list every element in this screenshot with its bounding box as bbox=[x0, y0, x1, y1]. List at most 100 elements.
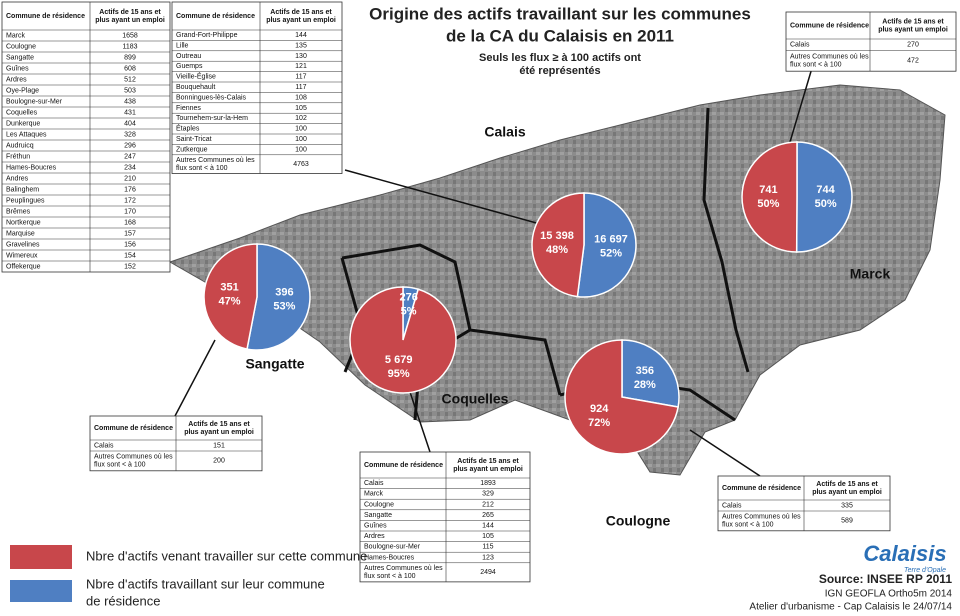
table-cell: 108 bbox=[295, 94, 307, 101]
table-cell: 234 bbox=[124, 164, 136, 171]
table: Commune de résidence Actifs de 15 ans etp… bbox=[89, 415, 263, 472]
pie-value-label: 16 697 bbox=[594, 234, 628, 246]
table-cell: Bonningues-lès-Calais bbox=[176, 94, 247, 101]
table-cell: 270 bbox=[907, 42, 919, 49]
table-cell: Commune de résidence bbox=[6, 13, 85, 20]
table: Commune de résidence Actifs de 15 ans etp… bbox=[717, 475, 891, 532]
pie-percent-label: 28% bbox=[634, 379, 656, 391]
logo: Calaisis Terre d'Opale bbox=[863, 541, 946, 574]
table-cell: Actifs de 15 ans et bbox=[457, 458, 519, 465]
pie: 5 679 95% 276 5% Coquelles bbox=[349, 286, 509, 407]
legend-label: de résidence bbox=[86, 593, 160, 608]
pie-slice-incoming bbox=[531, 192, 585, 298]
subtitle-line: été représentés bbox=[519, 65, 600, 77]
table-cell: plus ayant un emploi bbox=[453, 466, 523, 473]
table-cell: 152 bbox=[124, 263, 136, 270]
table-cell: Wimereux bbox=[6, 252, 38, 259]
table-cell: 100 bbox=[295, 146, 307, 153]
table-cell: Bouquehault bbox=[176, 84, 215, 91]
table-cell: Oye-Plage bbox=[6, 87, 39, 94]
table-cell: 102 bbox=[295, 115, 307, 122]
pie-slice-local bbox=[621, 339, 680, 408]
table-cell: Coquelles bbox=[6, 109, 38, 116]
table-cell: 328 bbox=[124, 131, 136, 138]
table-cell: Commune de résidence bbox=[94, 425, 173, 432]
pie-percent-label: 50% bbox=[815, 198, 837, 210]
table-cell: Commune de résidence bbox=[790, 22, 869, 29]
table-cell: Autres Communes où les bbox=[722, 514, 801, 521]
logo-name: Calaisis bbox=[863, 541, 946, 566]
table-cell: 170 bbox=[124, 208, 136, 215]
table-cell: Marck bbox=[364, 491, 384, 498]
table-cell: Calais bbox=[722, 502, 742, 509]
table-cell: Autres Communes où les bbox=[176, 157, 255, 164]
pie-slice-incoming bbox=[741, 141, 798, 253]
table-cell: 265 bbox=[482, 512, 494, 519]
table-cell: 608 bbox=[124, 65, 136, 72]
table-cell: Actifs de 15 ans et bbox=[270, 9, 332, 16]
pie-percent-label: 50% bbox=[757, 198, 779, 210]
table-cell: 247 bbox=[124, 153, 136, 160]
source-line: Atelier d'urbanisme - Cap Calaisis le 24… bbox=[749, 602, 952, 613]
table-cell: Autres Communes où les bbox=[364, 565, 443, 572]
table-cell: Lille bbox=[176, 42, 189, 49]
table-cell: 115 bbox=[482, 544, 493, 551]
pie-value-label: 15 398 bbox=[540, 230, 574, 242]
table-cell: Calais bbox=[94, 442, 114, 449]
table-cell: Nortkerque bbox=[6, 219, 41, 226]
table-cell: Peuplingues bbox=[6, 197, 45, 204]
legend-label: Nbre d'actifs venant travailler sur cett… bbox=[86, 548, 367, 563]
table-cell: 135 bbox=[295, 42, 307, 49]
table-cell: Brêmes bbox=[6, 208, 31, 215]
table-cell: Guemps bbox=[176, 63, 203, 70]
pie: 351 47% 396 53% Sangatte bbox=[203, 243, 311, 372]
pie-slice-incoming bbox=[203, 243, 258, 350]
pie-percent-label: 47% bbox=[219, 295, 241, 307]
pie-value-label: 396 bbox=[275, 286, 293, 298]
table-cell: plus ayant un emploi bbox=[878, 26, 948, 33]
pie-value-label: 924 bbox=[590, 403, 609, 415]
table-cell: Commune de résidence bbox=[176, 13, 255, 20]
table: Commune de résidence Actifs de 15 ans etp… bbox=[359, 451, 531, 583]
subtitle-line: Seuls les flux ≥ à 100 actifs ont bbox=[479, 52, 641, 64]
table-cell: 1183 bbox=[122, 43, 137, 50]
table-cell: Commune de résidence bbox=[722, 485, 801, 492]
table-cell: Andres bbox=[6, 175, 29, 182]
source-line: IGN GEOFLA Ortho5m 2014 bbox=[825, 589, 953, 600]
table-cell: Commune de résidence bbox=[364, 462, 443, 469]
pie-percent-label: 48% bbox=[546, 244, 568, 256]
table-cell: 512 bbox=[124, 76, 136, 83]
table-cell: Boulogne-sur-Mer bbox=[364, 544, 421, 551]
table-cell: Actifs de 15 ans et bbox=[882, 18, 944, 25]
table-cell: Offekerque bbox=[6, 263, 41, 270]
table-cell: plus ayant un emploi bbox=[266, 17, 336, 24]
table-cell: Zutkerque bbox=[176, 146, 208, 153]
commune-name: Calais bbox=[484, 124, 525, 140]
table-cell: 472 bbox=[907, 58, 919, 65]
table-cell: 154 bbox=[124, 252, 136, 259]
table-cell: Dunkerque bbox=[6, 120, 40, 127]
table-cell: 200 bbox=[213, 458, 225, 465]
table-cell: Calais bbox=[790, 42, 810, 49]
table-cell: flux sont < à 100 bbox=[94, 462, 146, 469]
table-cell: Guînes bbox=[6, 65, 29, 72]
table-cell: Audruicq bbox=[6, 142, 34, 149]
table-cell: Guînes bbox=[364, 523, 387, 530]
pie-percent-label: 5% bbox=[401, 305, 417, 317]
pie-value-label: 5 679 bbox=[385, 354, 413, 366]
legend-label: Nbre d'actifs travaillant sur leur commu… bbox=[86, 576, 325, 591]
table-cell: Ardres bbox=[364, 533, 385, 540]
source-line: Source: INSEE RP 2011 bbox=[819, 572, 953, 586]
commune-name: Coulogne bbox=[606, 513, 671, 529]
table-cell: 176 bbox=[124, 186, 136, 193]
table-cell: Sangatte bbox=[6, 54, 34, 61]
table-cell: 4763 bbox=[293, 161, 309, 168]
pie-slice-local bbox=[246, 243, 311, 351]
commune-name: Coquelles bbox=[442, 391, 509, 407]
pie-percent-label: 53% bbox=[273, 300, 295, 312]
table: Commune de résidence Actifs de 15 ans etp… bbox=[1, 1, 171, 273]
title: Origine des actifs travaillant sur les c… bbox=[369, 4, 751, 45]
table-cell: Ardres bbox=[6, 76, 27, 83]
table-frame bbox=[359, 451, 531, 583]
table-cell: 1658 bbox=[122, 32, 138, 39]
